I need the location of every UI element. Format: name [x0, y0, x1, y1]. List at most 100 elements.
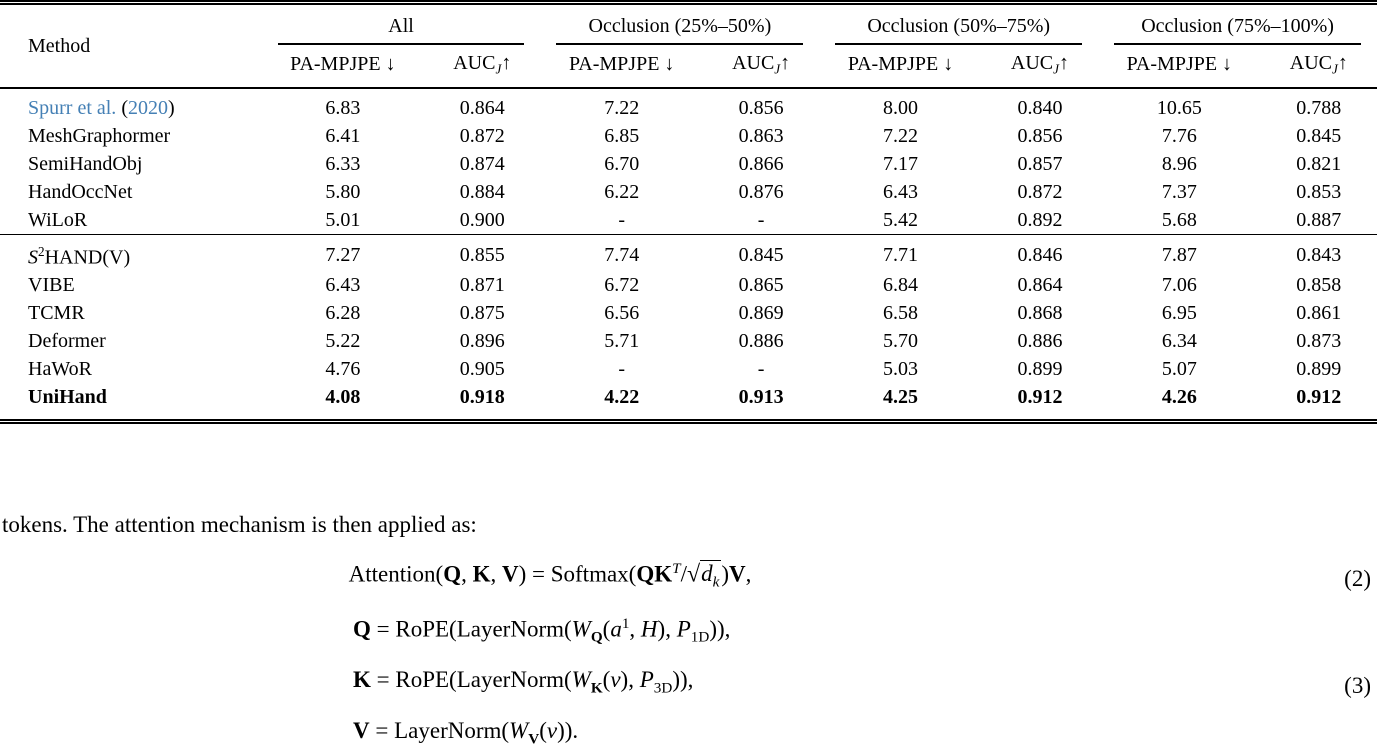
value-cell: 0.843: [1260, 234, 1377, 272]
math-token: T: [672, 560, 681, 577]
col-group-3: Occlusion (75%–100%): [1098, 3, 1377, 45]
col-group-label: All: [388, 15, 414, 37]
value-cell: 0.871: [459, 274, 505, 297]
math-token: v: [610, 667, 621, 692]
value-cell: 0.846: [981, 234, 1099, 272]
value-cell: 0.856: [738, 97, 784, 120]
math-token: HAND(V): [44, 246, 131, 269]
citation-link[interactable]: 2020: [127, 97, 168, 120]
value-cell: 7.22: [604, 97, 640, 120]
math-token: SemiHandObj: [28, 153, 143, 176]
table-row: Spurr et al. (2020) 6.83 0.864 7.22 0.856 8.0…: [0, 88, 1377, 122]
table-section-1: S2HAND(V) 7.27 0.855 7.74 0.845 7.71 0.846 7.87…: [0, 234, 1377, 422]
math-token: K: [353, 667, 371, 692]
value-cell: 4.08: [325, 386, 361, 409]
value-cell: 5.70: [883, 330, 919, 353]
value-cell: 7.27: [261, 234, 425, 272]
table-row: HaWoR 4.76 0.905 - - 5.03 0.899 5.07 0.899: [0, 355, 1377, 383]
group-underline: [1114, 43, 1361, 45]
value-cell: 5.07: [1161, 358, 1197, 381]
math-token: d: [701, 561, 713, 587]
value-cell: 6.34: [1161, 330, 1197, 353]
method-cell: TCMR: [0, 299, 262, 327]
value-cell: 0.840: [1017, 97, 1063, 120]
math-token: MeshGraphormer: [28, 125, 171, 148]
value-cell: 0.874: [459, 153, 505, 176]
value-cell: 0.899: [1296, 358, 1342, 381]
method-cell: Deformer: [0, 327, 262, 355]
math-token: 3D: [653, 679, 673, 697]
value-cell: 0.856: [1017, 125, 1063, 148]
citation-link[interactable]: Spurr et al.: [28, 97, 122, 120]
value-cell: 0.884: [459, 181, 505, 204]
value-cell: 0.869: [738, 302, 784, 325]
value-cell: 7.87: [1098, 234, 1261, 272]
method-cell: WiLoR: [0, 206, 262, 235]
math-token: TCMR: [28, 302, 85, 325]
value-cell: 0.864: [1017, 274, 1063, 297]
col-header-pa-mpjpe: PA-MPJPE ↓: [540, 44, 703, 90]
col-group-label: Occlusion (25%–50%): [588, 15, 772, 37]
value-cell: 0.896: [459, 330, 505, 353]
equation-3-number: (3): [1344, 673, 1371, 698]
metric-auc-label: AUC: [1010, 51, 1054, 74]
math-token: )).: [557, 718, 579, 743]
value-cell: 8.96: [1161, 153, 1197, 176]
math-token: Q: [590, 628, 603, 646]
value-cell: 6.41: [325, 125, 361, 148]
col-header-auc: AUCJ↑: [1260, 44, 1377, 90]
math-token: ,: [629, 616, 641, 642]
math-token: W: [571, 616, 591, 642]
table-row: HandOccNet 5.80 0.884 6.22 0.876 6.43 0.872 7.3…: [0, 178, 1377, 206]
value-cell: 5.03: [883, 358, 919, 381]
table-row: UniHand 4.08 0.918 4.22 0.913 4.25 0.912 4.26 0.…: [0, 383, 1377, 422]
value-cell: 7.76: [1161, 125, 1197, 148]
math-token: √: [686, 561, 701, 588]
header-group-row: Method All Occlusion (25%–50%) Occlusion (5…: [0, 2, 1377, 90]
results-table: Method All Occlusion (25%–50%) Occlusion (5…: [0, 0, 1377, 425]
group-underline: [277, 43, 525, 45]
table-section-0: Spurr et al. (2020) 6.83 0.864 7.22 0.856 8.0…: [0, 88, 1377, 235]
value-cell: 6.22: [604, 181, 640, 204]
value-cell: 10.65: [1156, 97, 1202, 120]
math-token: ,: [745, 561, 752, 587]
table-row: Deformer 5.22 0.896 5.71 0.886 5.70 0.886 6.34 0…: [0, 327, 1377, 355]
value-cell: 5.71: [604, 330, 640, 353]
value-cell: 0.788: [1296, 97, 1342, 120]
col-header-pa-mpjpe: PA-MPJPE ↓: [819, 44, 982, 90]
equation-2-number: (2): [1344, 566, 1371, 591]
value-cell: 0.872: [459, 125, 505, 148]
math-token: HandOccNet: [28, 181, 133, 204]
value-cell: 5.42: [883, 209, 919, 232]
value-cell: 4.25: [883, 386, 919, 409]
value-cell: 0.887: [1296, 209, 1342, 232]
value-cell: 7.37: [1161, 181, 1197, 204]
body-text: tokens. The attention mechanism is then …: [2, 512, 477, 537]
math-token: ,: [490, 561, 502, 587]
value-cell: 6.95: [1161, 302, 1197, 325]
math-token: ) = Softmax(: [518, 561, 637, 587]
math-token: W: [509, 718, 529, 743]
metric-auc-subscript: J: [1053, 61, 1059, 77]
value-cell: 0.845: [702, 234, 820, 272]
math-token: Q: [443, 561, 462, 587]
value-cell: 0.857: [1017, 153, 1063, 176]
math-token: UniHand: [28, 386, 107, 409]
up-arrow-icon: ↑: [1058, 51, 1069, 74]
math-token: = RoPE(LayerNorm(: [370, 616, 572, 642]
value-cell: 6.83: [325, 97, 361, 120]
math-token: dk: [700, 560, 722, 591]
value-cell: 0.875: [459, 302, 505, 325]
value-cell: 0.900: [459, 209, 505, 232]
equation-v: V = LayerNorm(WV(v)).: [353, 718, 578, 748]
value-cell: 6.28: [325, 302, 361, 325]
value-cell: 5.80: [325, 181, 361, 204]
value-cell: 7.74: [540, 234, 703, 272]
value-cell: 0.865: [738, 274, 784, 297]
value-cell: 6.33: [325, 153, 361, 176]
group-underline: [556, 43, 804, 45]
math-token: V: [528, 730, 540, 748]
method-cell: VIBE: [0, 271, 262, 299]
value-cell: 6.56: [604, 302, 640, 325]
method-cell: HandOccNet: [0, 178, 262, 206]
